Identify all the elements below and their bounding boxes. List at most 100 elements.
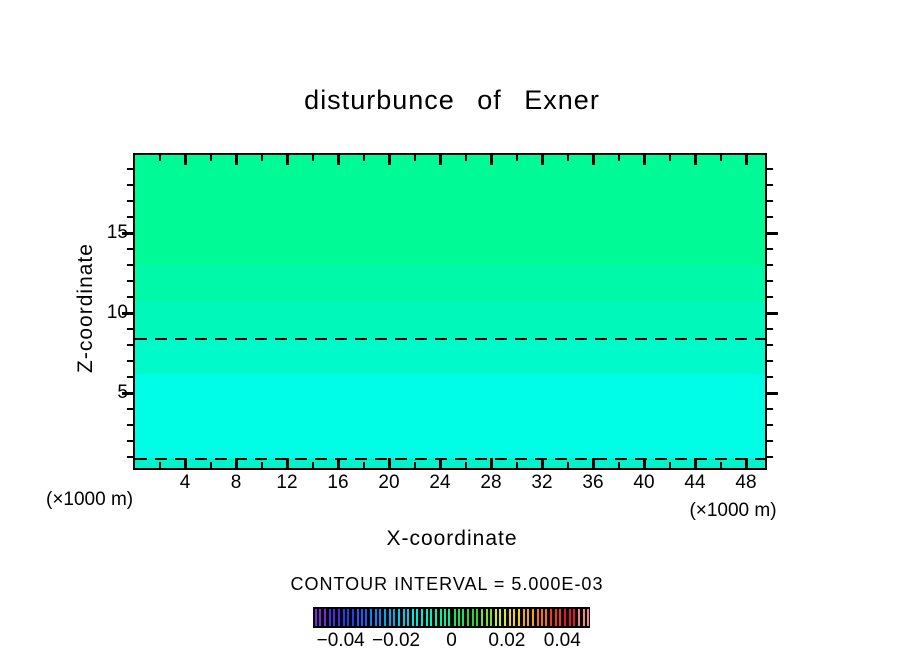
colorbar-stripe bbox=[384, 609, 387, 626]
z-minor-tick-left bbox=[127, 376, 133, 378]
colorbar-stripe bbox=[582, 609, 585, 626]
colorbar-stripe bbox=[568, 609, 571, 626]
z-major-tick-right bbox=[767, 311, 778, 315]
z-tick-label: 5 bbox=[117, 382, 128, 403]
x-minor-tick-top bbox=[311, 155, 314, 161]
z-minor-tick-right bbox=[767, 424, 773, 426]
x-minor-tick-top bbox=[617, 155, 620, 161]
z-minor-tick-right bbox=[767, 344, 773, 346]
z-minor-tick-right bbox=[767, 264, 773, 266]
z-minor-tick-left bbox=[127, 424, 133, 426]
colorbar-stripe bbox=[337, 609, 340, 626]
z-minor-tick-left bbox=[127, 200, 133, 202]
x-major-tick-bottom bbox=[591, 458, 595, 468]
colorbar-stripe bbox=[379, 609, 382, 626]
z-minor-tick-left bbox=[127, 456, 133, 458]
x-minor-tick-top bbox=[464, 155, 467, 161]
x-minor-tick-top bbox=[158, 155, 161, 161]
x-major-tick-bottom bbox=[438, 458, 442, 468]
colorbar-stripe bbox=[439, 609, 442, 626]
x-minor-tick-top bbox=[362, 155, 365, 161]
colorbar-stripe bbox=[513, 609, 516, 626]
z-minor-tick-left bbox=[127, 408, 133, 410]
z-minor-tick-right bbox=[767, 376, 773, 378]
z-major-tick-left bbox=[122, 311, 133, 315]
colorbar-stripe bbox=[536, 609, 539, 626]
colorbar-stripe bbox=[360, 609, 363, 626]
x-axis-unit-left: (×1000 m) bbox=[46, 489, 134, 510]
x-major-tick-top bbox=[642, 155, 646, 165]
colorbar-stripe bbox=[471, 609, 474, 626]
colorbar-stripe bbox=[323, 609, 326, 626]
x-major-tick-top bbox=[387, 155, 391, 165]
z-minor-tick-left bbox=[127, 440, 133, 442]
colorbar-stripe bbox=[457, 609, 460, 626]
x-major-tick-top bbox=[183, 155, 187, 165]
z-minor-tick-left bbox=[127, 344, 133, 346]
x-tick-label: 36 bbox=[582, 472, 604, 493]
x-major-tick-bottom bbox=[540, 458, 544, 468]
x-major-tick-bottom bbox=[693, 458, 697, 468]
z-tick-label: 15 bbox=[106, 222, 128, 243]
plot-area bbox=[133, 153, 767, 470]
x-tick-label: 16 bbox=[327, 472, 349, 493]
x-major-tick-bottom bbox=[642, 458, 646, 468]
colorbar-stripe bbox=[406, 609, 409, 626]
x-minor-tick-bottom bbox=[515, 462, 518, 468]
x-major-tick-top bbox=[693, 155, 697, 165]
x-minor-tick-bottom bbox=[260, 462, 263, 468]
z-minor-tick-left bbox=[127, 280, 133, 282]
colorbar-stripe bbox=[517, 609, 520, 626]
colorbar-stripe bbox=[527, 609, 530, 626]
colorbar-stripe bbox=[531, 609, 534, 626]
colorbar-stripe bbox=[503, 609, 506, 626]
colorbar-stripe bbox=[420, 609, 423, 626]
z-major-tick-right bbox=[767, 231, 778, 235]
x-major-tick-top bbox=[285, 155, 289, 165]
z-minor-tick-right bbox=[767, 248, 773, 250]
x-tick-label: 32 bbox=[531, 472, 553, 493]
z-major-tick-left bbox=[122, 231, 133, 235]
colorbar-stripe bbox=[541, 609, 543, 626]
x-tick-label: 20 bbox=[378, 472, 400, 493]
colorbar-stripe bbox=[374, 609, 377, 626]
x-tick-label: 12 bbox=[276, 472, 298, 493]
colorbar-stripe bbox=[365, 609, 368, 626]
colorbar-stripe bbox=[398, 609, 401, 626]
x-major-tick-bottom bbox=[489, 458, 493, 468]
x-major-tick-top bbox=[438, 155, 442, 165]
z-major-tick-left bbox=[122, 391, 133, 395]
colorbar-stripe bbox=[485, 609, 488, 626]
colorbar-stripe bbox=[495, 609, 498, 626]
z-minor-tick-right bbox=[767, 200, 773, 202]
x-major-tick-bottom bbox=[744, 458, 748, 468]
x-major-tick-bottom bbox=[183, 458, 187, 468]
x-tick-label: 4 bbox=[179, 472, 191, 493]
colorbar-stripe bbox=[545, 609, 548, 626]
chart-title: disturbunce of Exner bbox=[304, 85, 600, 115]
x-major-tick-top bbox=[489, 155, 493, 165]
z-minor-tick-right bbox=[767, 456, 773, 458]
colorbar-stripe bbox=[481, 609, 484, 626]
colorbar-stripe bbox=[578, 609, 581, 626]
x-minor-tick-top bbox=[566, 155, 569, 161]
x-tick-label: 48 bbox=[735, 472, 757, 493]
x-minor-tick-top bbox=[515, 155, 518, 161]
x-minor-tick-bottom bbox=[158, 462, 161, 468]
x-tick-label: 44 bbox=[684, 472, 706, 493]
colorbar-tick-label: 0.02 bbox=[488, 630, 526, 651]
colorbar-stripe bbox=[347, 609, 350, 626]
colorbar-stripe bbox=[453, 609, 456, 626]
colorbar-tick-label: 0 bbox=[446, 630, 457, 651]
colorbar-stripe bbox=[448, 609, 451, 626]
x-minor-tick-bottom bbox=[209, 462, 212, 468]
colorbar-stripe bbox=[351, 609, 354, 626]
colorbar-tick-label: −0.04 bbox=[316, 630, 365, 651]
x-minor-tick-bottom bbox=[719, 462, 722, 468]
colorbar-stripe bbox=[444, 609, 447, 626]
x-axis-label: X-coordinate bbox=[386, 527, 518, 550]
colorbar bbox=[313, 607, 590, 628]
colorbar-stripe bbox=[490, 609, 492, 626]
z-major-tick-right bbox=[767, 391, 778, 395]
